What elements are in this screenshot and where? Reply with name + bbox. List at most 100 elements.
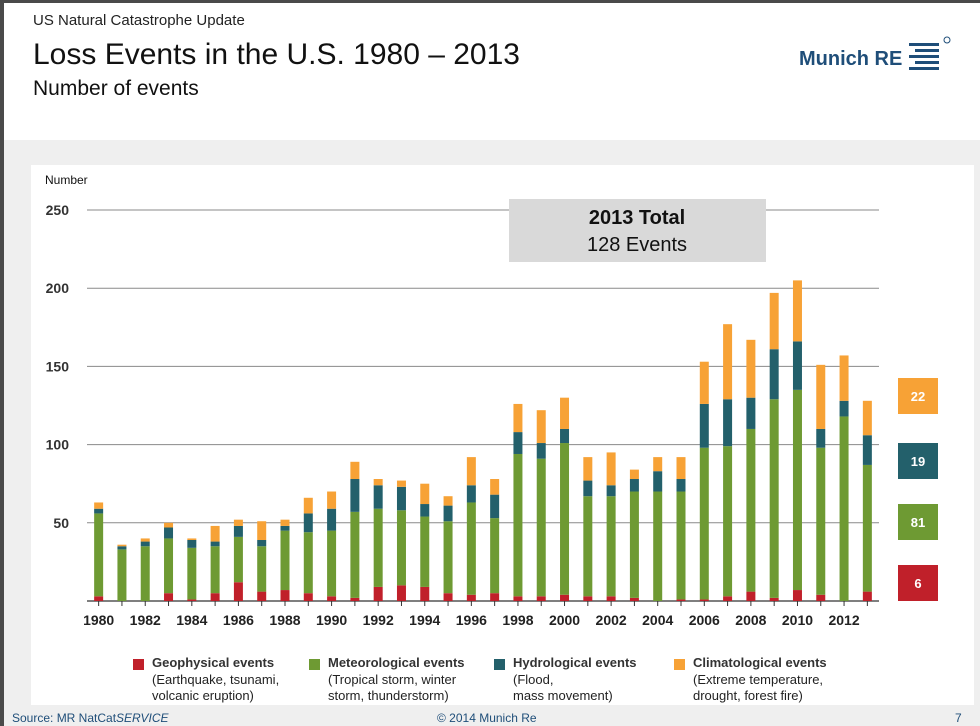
munich-re-logo: Munich RE (797, 34, 957, 74)
bar-segment-hydrological-1988 (280, 525, 290, 531)
logo-text: Munich RE (799, 48, 903, 70)
logo-mark-icon (909, 36, 951, 70)
bar-segment-geophysical-2007 (723, 596, 733, 601)
bar-segment-hydrological-1989 (303, 513, 313, 533)
bar-segment-meteorological-1996 (466, 502, 476, 595)
bar-segment-geophysical-1991 (350, 597, 360, 601)
bar-segment-meteorological-1991 (350, 511, 360, 598)
bar-segment-meteorological-2006 (699, 447, 709, 600)
left-rule (0, 0, 4, 726)
bar-segment-hydrological-2004 (653, 471, 663, 492)
x-tick-label: 2006 (689, 612, 720, 628)
bar-segment-hydrological-2000 (560, 428, 570, 444)
bar-segment-climatological-1988 (280, 519, 290, 526)
bar-segment-hydrological-1996 (466, 485, 476, 503)
bar-segment-geophysical-1997 (490, 593, 500, 601)
x-tick-label: 1998 (502, 612, 533, 628)
y-tick-label: 200 (46, 280, 70, 296)
bar-segment-meteorological-1986 (233, 536, 243, 583)
bar-segment-geophysical-1987 (257, 591, 267, 601)
total-box-title: 2013 Total (589, 207, 685, 229)
bar-segment-geophysical-1983 (164, 593, 174, 601)
bar-segment-geophysical-2003 (629, 597, 639, 601)
bar-segment-climatological-1990 (327, 491, 337, 509)
bar-segment-geophysical-2002 (606, 596, 616, 601)
bar-segment-climatological-1996 (466, 457, 476, 486)
bar-segment-meteorological-2012 (839, 416, 849, 601)
bar-segment-geophysical-1999 (536, 596, 546, 601)
x-tick-label: 2004 (642, 612, 673, 628)
y-tick-label: 250 (46, 202, 70, 218)
badge-hydrological (898, 443, 938, 479)
bar-segment-meteorological-2011 (816, 447, 826, 595)
bar-segment-geophysical-2010 (792, 590, 802, 601)
x-tick-label: 2012 (828, 612, 859, 628)
header-bar (0, 0, 980, 140)
x-tick-label: 2010 (782, 612, 813, 628)
bar-segment-climatological-1995 (443, 496, 453, 506)
bar-segment-hydrological-1999 (536, 443, 546, 459)
bar-segment-geophysical-1988 (280, 590, 290, 601)
bar-segment-meteorological-1989 (303, 532, 313, 594)
bar-segment-hydrological-1998 (513, 432, 523, 454)
bar-segment-geophysical-2000 (560, 594, 570, 601)
copyright: © 2014 Munich Re (437, 711, 537, 725)
bar-segment-meteorological-2007 (723, 446, 733, 597)
bar-segment-climatological-2003 (629, 469, 639, 480)
bar-segment-hydrological-1984 (187, 540, 197, 548)
badge-climatological-value: 22 (911, 389, 925, 404)
bar-segment-hydrological-1997 (490, 494, 500, 519)
bar-segment-hydrological-1980 (94, 508, 104, 514)
bar-segment-hydrological-2002 (606, 485, 616, 497)
bar-segment-geophysical-1984 (187, 599, 197, 601)
bar-segment-meteorological-1999 (536, 458, 546, 597)
total-box-sub: 128 Events (587, 234, 687, 256)
bar-segment-climatological-2009 (769, 292, 779, 350)
bar-segment-meteorological-1993 (396, 510, 406, 586)
bar-segment-geophysical-2005 (676, 599, 686, 601)
total-box (509, 199, 766, 262)
bar-segment-geophysical-1994 (420, 586, 430, 601)
badge-hydrological-value: 19 (911, 454, 925, 469)
page-subtitle: Number of events (33, 77, 199, 100)
x-tick-label: 1994 (409, 612, 440, 628)
badge-geophysical (898, 565, 938, 601)
top-rule (0, 0, 980, 3)
bar-segment-climatological-2002 (606, 452, 616, 486)
bar-segment-meteorological-1985 (210, 546, 220, 594)
bar-segment-climatological-1986 (233, 519, 243, 526)
bar-segment-hydrological-1985 (210, 541, 220, 547)
x-tick-label: 1984 (176, 612, 207, 628)
x-tick-label: 1982 (130, 612, 161, 628)
bar-segment-climatological-2000 (560, 397, 570, 429)
bar-segment-hydrological-2007 (723, 399, 733, 447)
x-tick-label: 2000 (549, 612, 580, 628)
bar-segment-climatological-2006 (699, 361, 709, 404)
bar-segment-climatological-2013 (862, 400, 872, 436)
source-prefix: Source: MR NatCat (12, 711, 117, 725)
legend-desc-meteorological: storm, thunderstorm) (328, 688, 449, 703)
bar-segment-meteorological-2009 (769, 399, 779, 598)
bar-segment-hydrological-2001 (583, 480, 593, 497)
supertitle: US Natural Catastrophe Update (33, 12, 245, 29)
x-tick-label: 2002 (596, 612, 627, 628)
bar-segment-climatological-1992 (373, 479, 383, 486)
bar-segment-hydrological-2012 (839, 400, 849, 417)
bar-segment-hydrological-2008 (746, 397, 756, 429)
bar-segment-hydrological-2009 (769, 349, 779, 400)
bar-segment-climatological-1980 (94, 502, 104, 509)
bar-segment-geophysical-1980 (94, 596, 104, 601)
bar-segment-meteorological-1995 (443, 521, 453, 594)
bar-segment-climatological-1999 (536, 410, 546, 444)
bar-segment-hydrological-2003 (629, 479, 639, 492)
bar-segment-climatological-1984 (187, 538, 197, 541)
bar-segment-geophysical-1985 (210, 593, 220, 601)
bar-segment-meteorological-2003 (629, 491, 639, 598)
bar-segment-geophysical-1996 (466, 594, 476, 601)
bar-segment-geophysical-2008 (746, 591, 756, 601)
bar-segment-climatological-2012 (839, 355, 849, 401)
bar-segment-climatological-2011 (816, 364, 826, 429)
bar-segment-meteorological-2010 (792, 389, 802, 591)
bar-segment-hydrological-1994 (420, 504, 430, 517)
bar-segment-climatological-1987 (257, 521, 267, 541)
